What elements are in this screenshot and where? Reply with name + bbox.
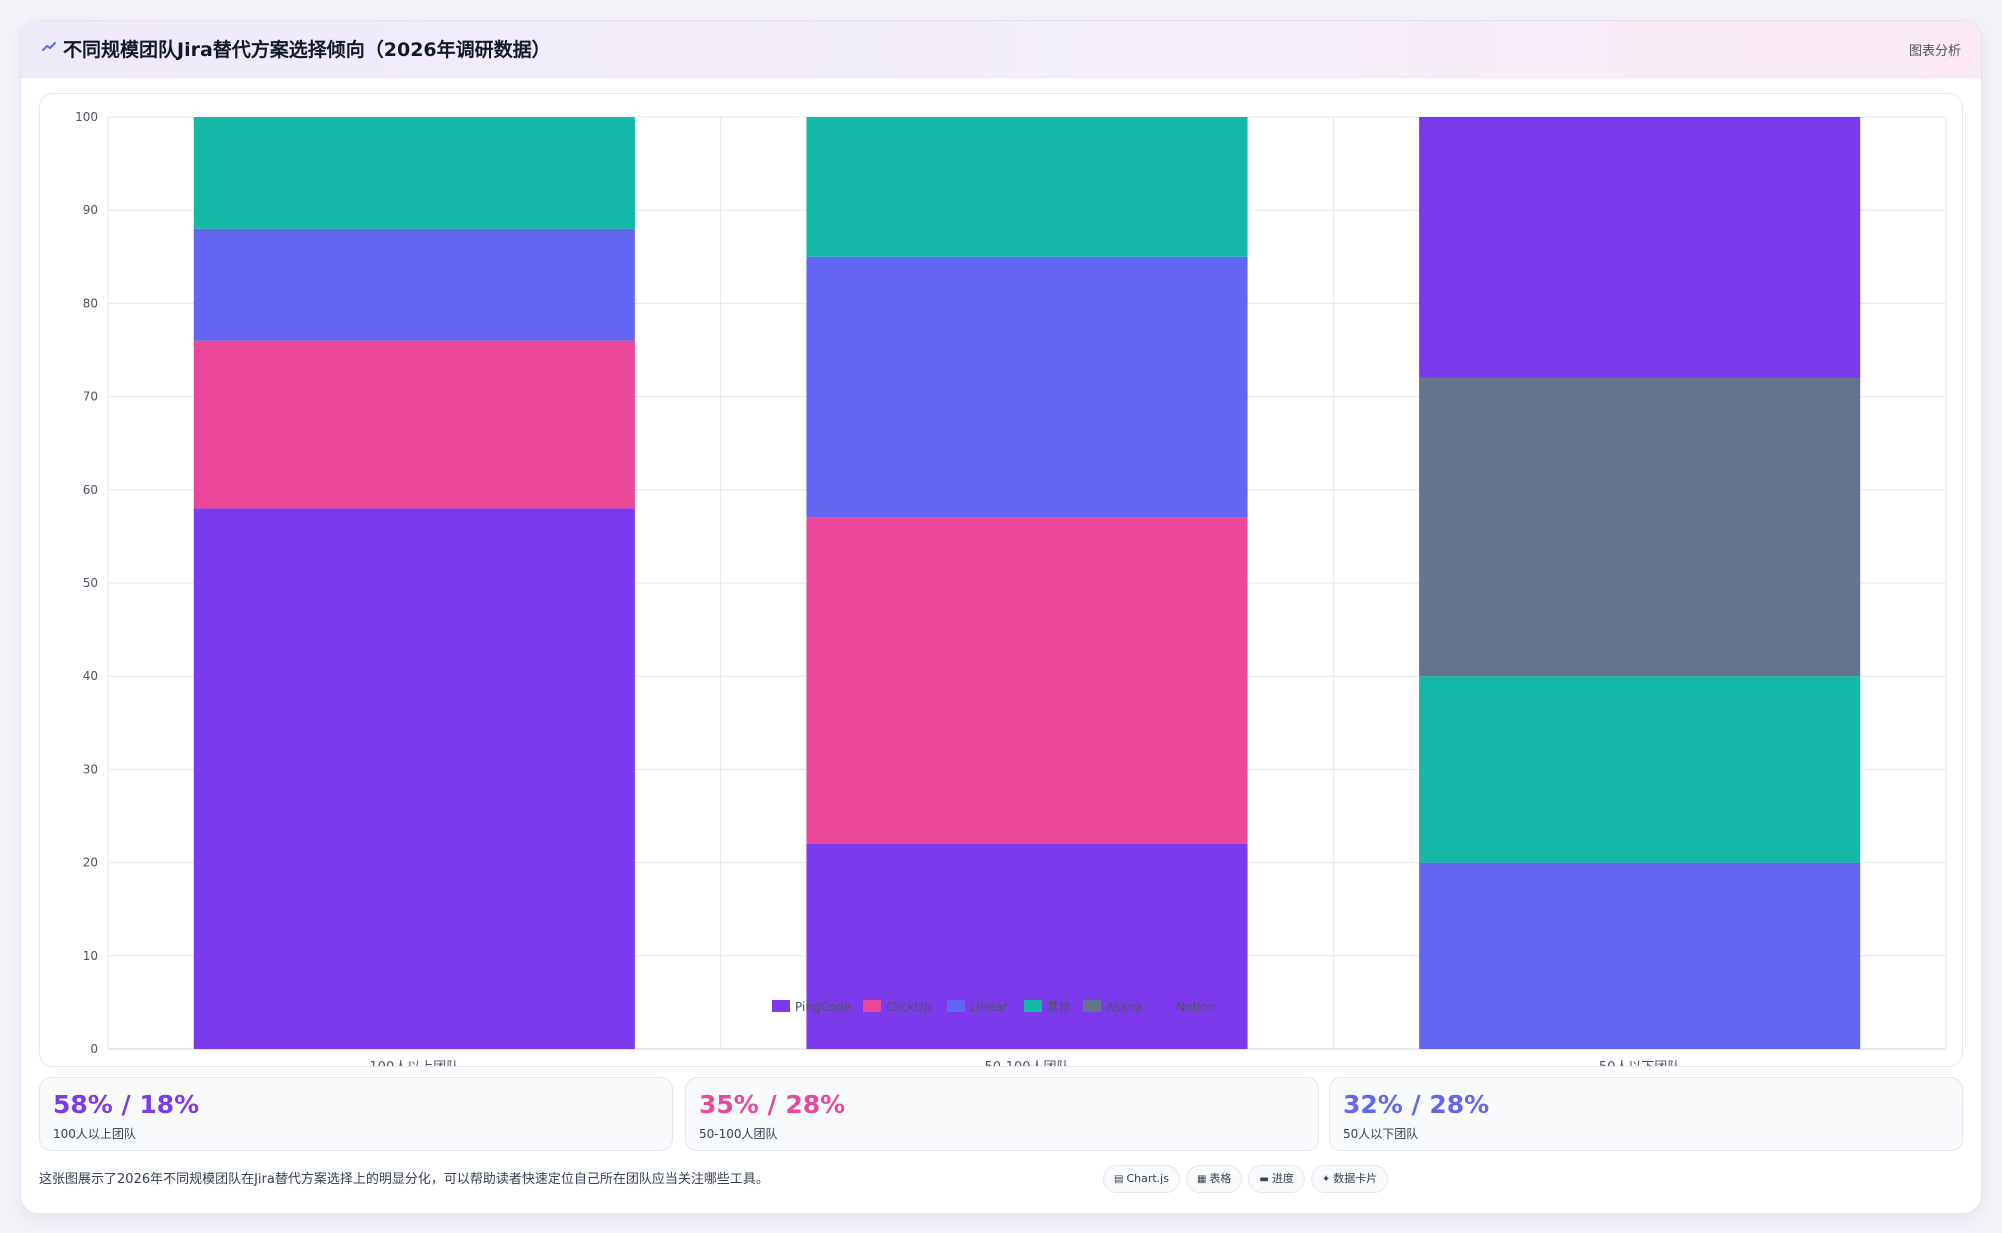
chip-chartjs[interactable]: ▤ Chart.js	[1103, 1165, 1180, 1193]
legend-swatch	[1024, 1000, 1042, 1012]
bar-segment	[193, 117, 635, 229]
bar-segment	[193, 508, 635, 1049]
tag-chips: ▤ Chart.js ▦ 表格 ▬ 进度 ✦ 数据卡片	[1103, 1165, 1394, 1195]
x-tick-label: 50-100人团队	[984, 1060, 1069, 1066]
chip-table[interactable]: ▦ 表格	[1185, 1165, 1243, 1193]
bar-segment	[806, 517, 1248, 844]
bar-segment	[193, 228, 635, 341]
sparkle-icon: ✦	[1321, 1174, 1331, 1185]
legend-swatch	[1153, 1000, 1171, 1012]
y-tick-label: 50	[83, 576, 98, 590]
y-tick-label: 40	[83, 669, 98, 683]
bar-segment	[806, 256, 1248, 518]
chart-description: 这张图展示了2026年不同规模团队在Jira替代方案选择上的明显分化，可以帮助读…	[39, 1172, 769, 1187]
bar-segment	[1419, 862, 1861, 1049]
legend-label: Linear	[970, 1000, 1007, 1014]
card-header: 不同规模团队Jira替代方案选择倾向（2026年调研数据） 图表分析	[21, 21, 1981, 78]
header-tag: 图表分析	[1908, 44, 1961, 59]
progress-icon: ▬	[1259, 1174, 1269, 1185]
stat-value: 32% / 28%	[1343, 1090, 1490, 1119]
stat-value: 58% / 18%	[53, 1090, 200, 1119]
stat-card: 58% / 18% 100人以上团队	[39, 1077, 673, 1151]
table-icon: ▦	[1196, 1174, 1207, 1185]
stat-label: 100人以上团队	[53, 1127, 136, 1141]
x-tick-label: 100人以上团队	[369, 1060, 459, 1066]
y-tick-label: 10	[83, 949, 98, 963]
chart-line-icon	[42, 42, 56, 51]
y-tick-label: 30	[83, 762, 98, 776]
y-tick-label: 0	[90, 1042, 98, 1056]
stat-label: 50人以下团队	[1343, 1127, 1419, 1141]
stats-row: 58% / 18% 100人以上团队 35% / 28% 50-100人团队 3…	[39, 1077, 1963, 1151]
stat-card: 35% / 28% 50-100人团队	[685, 1077, 1319, 1151]
y-tick-label: 90	[83, 203, 98, 217]
x-tick-label: 50人以下团队	[1599, 1060, 1681, 1066]
y-tick-label: 60	[83, 483, 98, 497]
legend-swatch	[863, 1000, 881, 1012]
bar-segment	[806, 117, 1248, 257]
chart-card: 不同规模团队Jira替代方案选择倾向（2026年调研数据） 图表分析 0 10 20…	[20, 20, 1982, 1214]
stat-card: 32% / 28% 50人以下团队	[1329, 1077, 1963, 1151]
bar-segment	[1419, 676, 1861, 863]
chip-data-card[interactable]: ✦ 数据卡片	[1310, 1165, 1389, 1193]
legend-label: PingCode	[795, 1000, 851, 1014]
stat-value: 35% / 28%	[699, 1090, 846, 1119]
legend-label: ClickUp	[886, 1000, 931, 1014]
legend-label: Asana	[1106, 1000, 1143, 1014]
y-tick-label: 70	[83, 390, 98, 404]
chip-progress[interactable]: ▬ 进度	[1248, 1165, 1305, 1193]
bar-segment	[193, 340, 635, 509]
y-tick-label: 20	[83, 856, 98, 870]
legend-label: Notion	[1176, 1000, 1215, 1014]
bar-segment	[806, 843, 1248, 1049]
y-tick-label: 100	[75, 110, 98, 124]
legend-swatch	[1083, 1000, 1101, 1012]
y-tick-label: 80	[83, 296, 98, 310]
bar-segment	[1419, 377, 1861, 677]
page-title: 不同规模团队Jira替代方案选择倾向（2026年调研数据）	[63, 39, 551, 61]
legend-swatch	[947, 1000, 965, 1012]
bar-chart-icon: ▤	[1114, 1174, 1124, 1185]
stacked-bar-chart: 0 10 20 30 40 50 60 70 80 90 100 100人以上团队 50-100人团队 5…	[75, 110, 1947, 1066]
legend-swatch	[772, 1000, 790, 1012]
chart-panel: 0 10 20 30 40 50 60 70 80 90 100 100人以上团队 50-100人团队 5…	[39, 93, 1963, 1067]
stat-label: 50-100人团队	[699, 1127, 778, 1141]
legend-label: 其他	[1047, 1000, 1071, 1014]
bar-segment	[1419, 117, 1861, 378]
